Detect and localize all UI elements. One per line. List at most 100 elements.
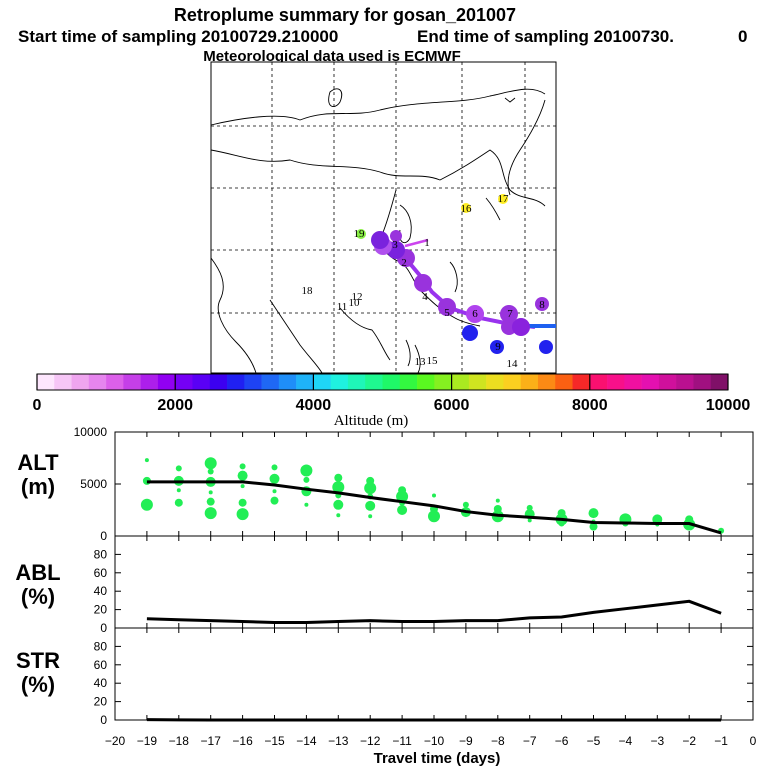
colorbar-swatch bbox=[347, 374, 366, 390]
day-label: 1 bbox=[424, 237, 430, 249]
panel-frame bbox=[114, 535, 754, 629]
day-label: 8 bbox=[539, 299, 545, 311]
day-label: 11 bbox=[337, 301, 348, 313]
scatter-point bbox=[304, 502, 309, 507]
day-marker bbox=[535, 297, 549, 311]
scatter-point bbox=[144, 458, 149, 463]
day-label: 14 bbox=[507, 358, 519, 370]
panel-str: 0 20 40 60 80 STR(%) bbox=[16, 627, 754, 727]
x-tick-label: −16 bbox=[232, 734, 253, 748]
day-marker bbox=[461, 203, 471, 213]
y-tick-label: 40 bbox=[94, 676, 108, 690]
colorbar-swatch bbox=[313, 374, 331, 390]
scatter-point bbox=[204, 507, 217, 520]
day-label: 13 bbox=[415, 356, 427, 368]
y-tick-label: 0 bbox=[100, 621, 107, 635]
colorbar-swatch bbox=[54, 374, 72, 390]
x-tick-label: −18 bbox=[169, 734, 190, 748]
scatter-point bbox=[368, 514, 373, 519]
scatter-point bbox=[462, 501, 469, 508]
panel-frame bbox=[114, 627, 754, 721]
colorbar-swatch bbox=[503, 374, 521, 390]
x-tick-label: −8 bbox=[491, 734, 505, 748]
colorbar-swatch bbox=[537, 374, 556, 390]
colorbar-swatch bbox=[175, 374, 193, 390]
colorbar-swatch bbox=[589, 374, 608, 390]
scatter-point bbox=[206, 497, 215, 506]
scatter-point bbox=[396, 490, 409, 503]
colorbar-swatch bbox=[572, 374, 591, 390]
day-marker bbox=[356, 229, 366, 239]
scatter-point bbox=[207, 468, 214, 475]
colorbar-swatch bbox=[468, 374, 487, 390]
x-tick-label: 0 bbox=[750, 734, 757, 748]
panel-label: ALT bbox=[17, 450, 59, 475]
colorbar-swatch bbox=[555, 374, 573, 390]
x-tick-label: −3 bbox=[650, 734, 664, 748]
x-tick-label: −6 bbox=[555, 734, 569, 748]
day-label: 17 bbox=[498, 193, 510, 205]
colorbar-swatch bbox=[278, 374, 297, 390]
scatter-point bbox=[240, 484, 245, 489]
x-tick-label: −11 bbox=[392, 734, 412, 748]
scatter-point bbox=[397, 505, 408, 515]
colorbar-swatch bbox=[382, 374, 401, 390]
colorbar-swatch bbox=[71, 374, 90, 390]
day-label: 19 bbox=[354, 228, 366, 240]
scatter-point bbox=[271, 464, 278, 471]
scatter-point bbox=[432, 493, 436, 498]
day-marker bbox=[539, 340, 553, 354]
series-line bbox=[146, 480, 722, 535]
colorbar-swatch bbox=[106, 374, 124, 390]
colorbar-tick-label: 2000 bbox=[157, 397, 193, 414]
x-tick-label: −4 bbox=[619, 734, 633, 748]
day-marker bbox=[512, 318, 530, 336]
scatter-point bbox=[176, 488, 181, 493]
x-tick-label: −14 bbox=[296, 734, 317, 748]
scatter-point bbox=[303, 476, 310, 483]
y-tick-label: 20 bbox=[94, 695, 108, 709]
x-tick-label: −7 bbox=[523, 734, 537, 748]
title-line3: Meteorological data used is ECMWF bbox=[203, 48, 461, 65]
colorbar-swatch bbox=[296, 374, 314, 390]
day-marker bbox=[371, 231, 389, 249]
day-marker bbox=[390, 230, 402, 242]
day-label: 6 bbox=[472, 308, 478, 320]
scatter-point bbox=[364, 482, 377, 495]
y-tick-label: 5000 bbox=[80, 477, 107, 491]
day-marker bbox=[462, 325, 478, 341]
colorbar-tick-label: 8000 bbox=[572, 397, 608, 414]
colorbar-swatch bbox=[365, 374, 383, 390]
panel-label: ABL bbox=[15, 560, 60, 585]
scatter-point bbox=[428, 510, 440, 523]
scatter-point bbox=[495, 498, 500, 503]
day-marker bbox=[414, 274, 432, 292]
panel-abl: 0 20 40 60 80 ABL(%) bbox=[15, 535, 754, 635]
y-tick-label: 80 bbox=[94, 639, 108, 653]
xaxis-label: Travel time (days) bbox=[374, 750, 501, 767]
colorbar-swatch bbox=[244, 374, 262, 390]
scatter-point bbox=[365, 500, 376, 511]
panel-label: STR bbox=[16, 648, 60, 673]
day-label: 9 bbox=[495, 341, 501, 353]
panel-unit-label: (%) bbox=[21, 584, 55, 609]
colorbar-swatch bbox=[676, 374, 694, 390]
day-label: 16 bbox=[461, 203, 473, 215]
colorbar-swatch bbox=[520, 374, 539, 390]
time-series-panels: 1000050000ALT(m)020406080ABL(%)020406080… bbox=[15, 425, 756, 748]
colorbar-tick-label: 0 bbox=[33, 397, 42, 414]
colorbar-label: Altitude (m) bbox=[334, 413, 409, 429]
trajectory-markers bbox=[356, 194, 553, 354]
y-tick-label: 80 bbox=[94, 547, 108, 561]
scatter-point bbox=[527, 518, 532, 523]
scatter-point bbox=[558, 520, 565, 527]
scatter-point bbox=[140, 498, 153, 511]
colorbar-swatch bbox=[261, 374, 280, 390]
panel-unit-label: (m) bbox=[21, 474, 55, 499]
x-tick-label: −2 bbox=[682, 734, 696, 748]
y-tick-label: 40 bbox=[94, 584, 108, 598]
y-tick-label: 60 bbox=[94, 658, 108, 672]
scatter-point bbox=[238, 498, 247, 507]
colorbar-swatch bbox=[88, 374, 107, 390]
y-tick-label: 20 bbox=[94, 603, 108, 617]
